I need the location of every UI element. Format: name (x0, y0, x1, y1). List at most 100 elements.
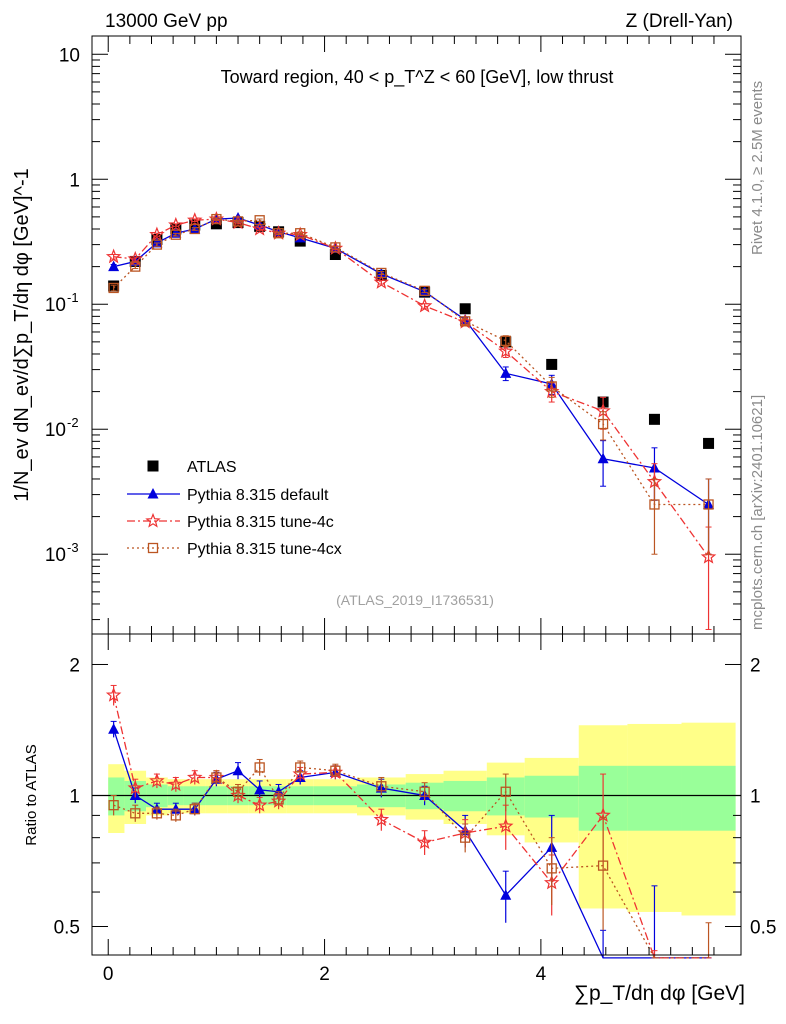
uncertainty-band-inner (524, 775, 579, 818)
ratio-point-pythia-8-315-default (500, 889, 512, 900)
ratio-point-pythia-8-315-default (232, 764, 244, 776)
ratio-point-pythia-8-315-tune-4cx (130, 808, 141, 819)
x-tick-label: 4 (536, 964, 547, 985)
header-right: Z (Drell-Yan) (626, 11, 733, 32)
y-tick-label-exponent: -1 (67, 290, 79, 305)
ratio-point-pythia-8-315-tune-4cx (597, 860, 609, 871)
rivet-label: Rivet 4.1.0, ≥ 2.5M events (749, 81, 766, 255)
x-tick-label: 0 (103, 964, 114, 985)
data-point-pythia-8-315-tune-4cx (295, 228, 306, 239)
ratio-point-pythia-8-315-tune-4cx (295, 762, 306, 773)
data-point-pythia-8-315-tune-4c (149, 226, 165, 242)
header-left: 13000 GeV pp (105, 11, 228, 32)
data-point-pythia-8-315-tune-4c (497, 343, 514, 358)
series-line-pythia-8-315-tune-4c (113, 218, 710, 558)
ratio-point-pythia-8-315-tune-4cx (376, 781, 387, 792)
data-point-atlas (459, 303, 471, 315)
ratio-point-pythia-8-315-tune-4cx (500, 786, 511, 797)
data-point-pythia-8-315-default (170, 227, 182, 238)
data-point-pythia-8-315-tune-4cx (232, 216, 244, 227)
data-point-atlas (703, 437, 715, 449)
y-tick-label: 10 (45, 420, 66, 441)
ratio-y-tick-label-right: 2 (750, 655, 761, 676)
ratio-point-pythia-8-315-tune-4c (497, 818, 514, 833)
ratio-point-pythia-8-315-tune-4cx (419, 786, 430, 797)
legend-label-pythia-8-315-tune-4cx: Pythia 8.315 tune-4cx (187, 541, 342, 558)
legend-marker-pythia-8-315-tune-4c (145, 512, 161, 528)
ratio-point-pythia-8-315-tune-4cx (232, 786, 244, 797)
legend-marker-pythia-8-315-tune-4cx (147, 542, 159, 554)
data-point-pythia-8-315-default (500, 367, 512, 378)
data-point-pythia-8-315-tune-4c (416, 297, 433, 313)
uncertainty-band-inner (443, 780, 487, 812)
x-axis-label: ∑p_T/dη dφ [GeV] (574, 982, 745, 1005)
ratio-point-pythia-8-315-tune-4c (373, 811, 390, 827)
ratio-y-tick-label: 1 (69, 786, 80, 807)
data-point-pythia-8-315-tune-4cx (597, 418, 609, 430)
data-point-pythia-8-315-tune-4cx (460, 316, 471, 327)
legend: ATLAS Pythia 8.315 default Pythia 8.315 tu… (127, 459, 342, 558)
ratio-plot-frame (91, 633, 742, 956)
data-point-pythia-8-315-default (597, 452, 609, 464)
data-point-pythia-8-315-tune-4cx (546, 381, 557, 392)
ratio-y-axis-label: Ratio to ATLAS (23, 744, 40, 845)
ratio-point-pythia-8-315-tune-4c (187, 769, 203, 785)
main-y-axis-label: 1/N_ev dN_ev/d∑p_T/dη dφ [GeV]^-1 (11, 168, 33, 501)
data-point-atlas (546, 358, 558, 370)
data-point-pythia-8-315-tune-4c (700, 548, 717, 564)
ratio-point-pythia-8-315-default (254, 783, 266, 795)
data-point-pythia-8-315-tune-4cx (330, 242, 341, 253)
ratio-y-tick-label: 0.5 (54, 917, 80, 938)
data-point-pythia-8-315-tune-4cx (376, 267, 387, 279)
ratio-point-pythia-8-315-default (108, 723, 120, 734)
ratio-point-pythia-8-315-tune-4cx (211, 772, 222, 783)
ratio-y-tick-label-right: 0.5 (750, 917, 776, 938)
uncertainty-band-inner (108, 777, 125, 816)
data-point-pythia-8-315-default (151, 236, 163, 248)
data-point-pythia-8-315-tune-4cx (108, 282, 119, 294)
y-tick-label: 1 (69, 170, 80, 191)
data-point-pythia-8-315-tune-4c (187, 212, 203, 227)
ratio-point-pythia-8-315-tune-4cx (170, 810, 181, 821)
ratio-point-pythia-8-315-tune-4cx (108, 800, 119, 811)
data-point-pythia-8-315-tune-4cx (170, 229, 181, 240)
uncertainty-band-inner (627, 765, 682, 831)
ratio-point-pythia-8-315-tune-4c (105, 687, 122, 702)
legend-label-pythia-8-315-tune-4c: Pythia 8.315 tune-4c (187, 514, 334, 531)
analysis-watermark: (ATLAS_2019_I1736531) (336, 592, 494, 608)
data-point-pythia-8-315-tune-4c (105, 248, 122, 264)
y-tick-label: 10 (59, 45, 80, 66)
ratio-point-pythia-8-315-tune-4cx (189, 804, 200, 815)
ratio-point-pythia-8-315-tune-4c (149, 772, 165, 788)
data-point-pythia-8-315-tune-4cx (703, 499, 714, 510)
ratio-point-pythia-8-315-tune-4cx (546, 863, 557, 874)
data-point-pythia-8-315-tune-4c (168, 216, 184, 232)
legend-marker-pythia-8-315-default (147, 488, 159, 499)
legend-label-pythia-8-315-default: Pythia 8.315 default (187, 487, 329, 504)
legend-marker-atlas (147, 460, 159, 472)
data-point-atlas (648, 413, 660, 425)
ratio-point-pythia-8-315-tune-4c (127, 779, 144, 795)
uncertainty-band-inner (681, 765, 736, 831)
ratio-point-pythia-8-315-tune-4cx (254, 762, 265, 773)
main-title: Toward region, 40 < p_T^Z < 60 [GeV], lo… (221, 67, 614, 88)
data-point-pythia-8-315-default (108, 260, 120, 272)
ratio-point-pythia-8-315-tune-4cx (273, 794, 284, 805)
data-point-pythia-8-315-tune-4cx (151, 239, 163, 250)
y-tick-label: 10 (45, 295, 66, 316)
ratio-y-tick-label: 2 (69, 655, 80, 676)
ratio-point-pythia-8-315-tune-4cx (151, 808, 163, 819)
data-point-pythia-8-315-tune-4cx (254, 215, 265, 226)
ratio-point-pythia-8-315-tune-4c (168, 776, 184, 792)
ratio-y-tick-label-right: 1 (750, 786, 761, 807)
data-point-pythia-8-315-tune-4cx (649, 499, 660, 510)
data-point-pythia-8-315-tune-4c (251, 220, 268, 236)
mcplots-label: mcplots.cern.ch [arXiv:2401.10621] (749, 395, 766, 630)
ratio-point-pythia-8-315-tune-4cx (330, 765, 341, 776)
x-tick-label: 2 (319, 964, 330, 985)
y-tick-label-exponent: -3 (67, 540, 79, 555)
data-point-pythia-8-315-tune-4cx (211, 213, 222, 225)
y-tick-label: 10 (45, 545, 66, 566)
data-point-pythia-8-315-tune-4cx (500, 335, 511, 346)
